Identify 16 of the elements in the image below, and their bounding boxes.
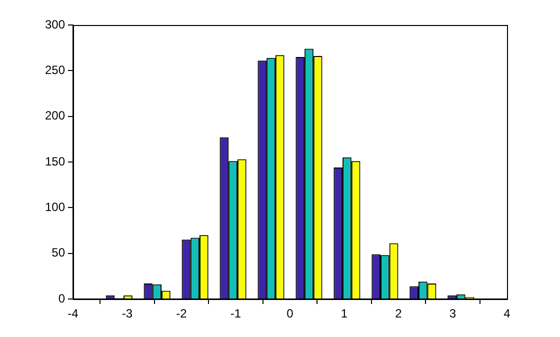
x-tick-label: -3: [122, 306, 133, 321]
y-tick-label: 300: [44, 17, 66, 32]
x-tick-label: 3: [449, 306, 456, 321]
y-tick-label: 50: [52, 246, 66, 260]
x-tick-label: -2: [176, 306, 188, 321]
y-tick-label: 250: [44, 62, 66, 77]
y-tick-label: 100: [44, 200, 66, 214]
x-tick-label: -1: [230, 306, 242, 321]
y-tick-label: 200: [44, 108, 66, 123]
y-tick-label: 0: [58, 291, 66, 306]
y-tick-label: 150: [44, 154, 66, 168]
x-tick-label: 4: [504, 306, 511, 321]
x-tick-label: -4: [68, 306, 79, 321]
x-tick-label: 1: [340, 306, 348, 321]
x-tick-label: 0: [286, 306, 294, 321]
x-tick-label: 2: [395, 306, 402, 321]
